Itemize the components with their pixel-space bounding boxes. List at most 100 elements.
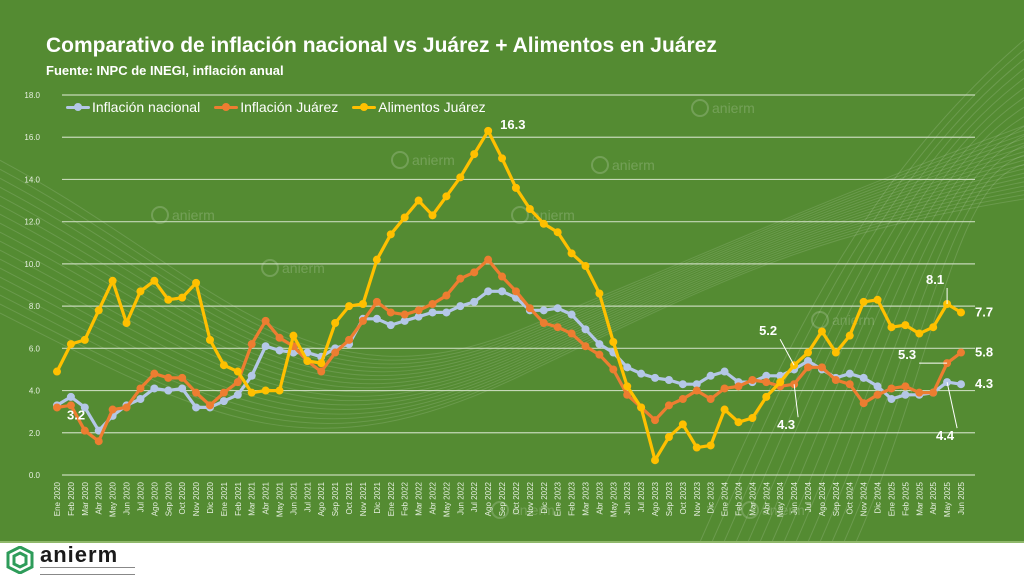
data-point <box>915 388 924 397</box>
watermark-icon <box>741 501 759 519</box>
x-tick-label: Jun 2024 <box>790 481 799 514</box>
x-tick-label: Sep 2021 <box>331 481 340 516</box>
series-group <box>53 126 965 465</box>
wave-line <box>783 106 1024 542</box>
data-point <box>53 367 61 376</box>
data-point <box>581 325 590 334</box>
watermark-icon <box>691 99 709 117</box>
data-point <box>776 378 785 387</box>
data-point <box>957 380 965 389</box>
data-point <box>567 310 576 319</box>
data-point <box>804 363 813 372</box>
watermark: anierm <box>741 501 805 519</box>
x-tick-label: Ago 2023 <box>651 481 660 516</box>
x-axis-ticks: Ene 2020 Feb 2020 Mar 2020 Abr 2020 May 2020… <box>53 481 966 517</box>
data-point <box>692 386 701 395</box>
data-point <box>122 403 131 412</box>
data-point <box>748 414 757 422</box>
data-point <box>484 255 493 264</box>
data-point <box>762 371 771 380</box>
watermark-icon <box>261 259 279 277</box>
data-point <box>53 403 61 412</box>
watermark-text: anierm <box>512 502 555 518</box>
data-point <box>233 367 242 376</box>
data-point <box>859 297 868 306</box>
x-tick-label: Jun 2021 <box>289 481 298 514</box>
data-labels: 4.4 4.3 3.2 4.3 5.3 5.8 16.3 5.2 8.1 7.7 <box>67 117 993 443</box>
legend-item-nacional: Inflación nacional <box>66 99 200 115</box>
watermark: anierm <box>391 151 455 169</box>
data-point <box>400 213 409 222</box>
watermark: anierm <box>151 206 215 224</box>
data-point <box>345 302 354 311</box>
data-point <box>192 388 201 397</box>
data-point <box>247 388 256 397</box>
data-point <box>664 401 673 410</box>
data-point <box>581 342 590 351</box>
x-tick-label: Abr 2020 <box>95 481 104 514</box>
data-point <box>678 380 687 389</box>
data-point <box>275 346 284 355</box>
data-point <box>275 386 284 395</box>
x-tick-label: Abr 2022 <box>429 481 438 514</box>
x-tick-label: Mar 2025 <box>915 481 924 515</box>
data-point <box>470 150 479 159</box>
data-point <box>150 276 159 285</box>
x-tick-label: Ene 2021 <box>220 481 229 516</box>
x-tick-label: Jun 2025 <box>957 481 966 514</box>
data-point <box>678 395 687 403</box>
data-point <box>303 357 312 365</box>
data-point <box>233 378 242 387</box>
anierm-logo-icon <box>6 546 34 574</box>
x-tick-label: Ene 2022 <box>387 481 396 516</box>
data-point <box>192 403 201 412</box>
x-tick-label: Ene 2020 <box>53 481 62 516</box>
data-point <box>623 382 632 391</box>
data-point <box>664 376 673 384</box>
x-tick-label: Mar 2023 <box>581 481 590 515</box>
wave-line <box>771 97 1024 542</box>
x-tick-label: Dic 2023 <box>707 481 716 513</box>
data-point <box>372 314 381 323</box>
x-tick-label: May 2023 <box>609 481 618 517</box>
data-point <box>400 310 409 319</box>
data-point <box>887 384 896 393</box>
watermark: anierm <box>591 156 655 174</box>
series-alimentos <box>53 126 965 465</box>
data-point <box>915 329 924 338</box>
x-tick-label: Jun 2022 <box>456 481 465 514</box>
watermark-icon <box>391 151 409 169</box>
x-tick-label: May 2022 <box>442 481 451 517</box>
data-point <box>136 395 145 403</box>
data-point <box>901 382 910 391</box>
x-tick-label: Jun 2023 <box>623 481 632 514</box>
wave-line <box>735 68 1024 542</box>
data-label: 3.2 <box>67 407 85 422</box>
x-tick-label: Ago 2020 <box>150 481 159 516</box>
data-point <box>345 335 354 344</box>
watermark: anierm <box>491 501 555 519</box>
data-point <box>386 230 395 239</box>
data-point <box>247 340 256 349</box>
legend: Inflación nacional Inflación Juárez Alim… <box>66 99 486 115</box>
x-tick-label: Mar 2022 <box>415 481 424 515</box>
watermark-text: anierm <box>532 207 575 223</box>
x-tick-label: May 2024 <box>776 481 785 517</box>
data-point <box>205 401 214 410</box>
data-point <box>456 302 465 311</box>
legend-marker-juarez <box>214 102 239 112</box>
decorative-wave-lines <box>0 39 1024 542</box>
x-tick-label: May 2020 <box>109 481 118 517</box>
x-tick-label: Ago 2021 <box>317 481 326 516</box>
data-point <box>247 371 256 380</box>
data-point <box>178 293 187 302</box>
x-tick-label: May 2021 <box>276 481 285 517</box>
data-point <box>428 211 437 220</box>
x-tick-label: Ago 2022 <box>484 481 493 516</box>
data-point <box>261 316 270 325</box>
wave-line <box>0 142 1024 373</box>
data-point <box>623 390 632 399</box>
x-tick-label: Nov 2020 <box>192 481 201 516</box>
data-label: 4.4 <box>936 428 955 443</box>
panel-border <box>0 541 1024 543</box>
